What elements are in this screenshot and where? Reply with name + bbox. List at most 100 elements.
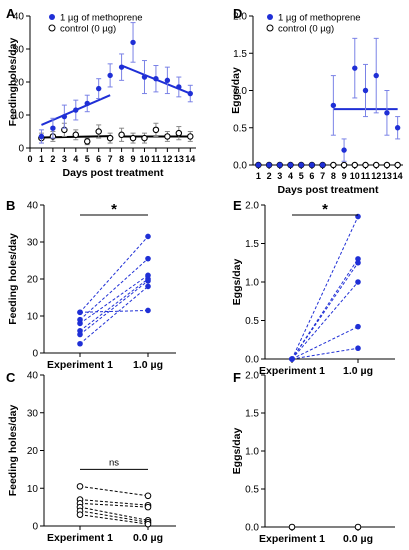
data-point-treated xyxy=(266,162,272,168)
y-tick-label: 1.0 xyxy=(245,447,259,458)
data-point xyxy=(145,255,151,262)
data-point-treated xyxy=(352,65,358,71)
pair-line xyxy=(291,326,359,360)
data-point-treated xyxy=(118,64,125,70)
x-tick-label: 1 xyxy=(256,171,261,181)
data-point-control xyxy=(330,161,337,169)
y-tick-label: 10 xyxy=(27,484,39,495)
data-point xyxy=(355,279,361,285)
pair-line xyxy=(291,347,359,360)
x-tick-label: 7 xyxy=(320,171,325,181)
y-tick-label: 1.0 xyxy=(233,86,247,97)
panel-B: B 0 10 20 30 40 Experiment 1 1.0 µg Feeding hole… xyxy=(6,198,176,371)
pair-line xyxy=(79,514,149,525)
data-point-control xyxy=(164,133,171,140)
x-axis-label: Days post treatment xyxy=(278,184,379,196)
data-point xyxy=(355,323,361,330)
x-tick-label: 8 xyxy=(119,154,124,164)
x-tick-label: 2 xyxy=(50,154,55,164)
category-label: Experiment 1 xyxy=(47,359,113,371)
y-tick-label: 40 xyxy=(27,201,39,212)
data-point-treated xyxy=(277,162,283,168)
x-tick-label: 0 xyxy=(27,154,32,164)
data-point xyxy=(144,520,152,528)
y-axis-label: Feedingholes/day xyxy=(7,37,19,126)
data-point-control xyxy=(95,128,102,135)
y-tick-label: 10 xyxy=(27,312,39,323)
x-axis-label: Days post treatment xyxy=(63,167,164,179)
data-point-control xyxy=(72,131,80,139)
x-tick-label: 9 xyxy=(342,171,347,181)
data-point xyxy=(354,523,362,531)
data-point-treated xyxy=(38,133,45,140)
data-point xyxy=(77,309,83,316)
data-point-treated xyxy=(73,107,79,113)
data-point-treated xyxy=(384,110,390,116)
x-tick-label: 14 xyxy=(185,154,195,164)
legend-marker-control xyxy=(48,24,56,32)
data-point-treated xyxy=(164,77,171,84)
data-point-control xyxy=(187,133,194,140)
y-tick-label: 20 xyxy=(27,275,39,286)
x-tick-label: 11 xyxy=(361,171,371,181)
x-tick-label: 5 xyxy=(299,171,304,181)
data-point-control xyxy=(362,161,369,169)
pair-line xyxy=(79,258,149,321)
significance-label: * xyxy=(111,201,117,218)
data-point-treated xyxy=(141,74,148,80)
x-tick-label: 11 xyxy=(151,154,161,164)
pair-line xyxy=(79,499,149,506)
legend-label-control: control (0 µg) xyxy=(60,24,116,35)
data-point xyxy=(144,492,152,500)
y-tick-label: 0.5 xyxy=(245,316,259,327)
y-axis-label: Eggs/day xyxy=(231,428,243,475)
x-tick-label: 6 xyxy=(96,154,101,164)
x-tick-label: 5 xyxy=(85,154,90,164)
x-tick-label: 10 xyxy=(350,171,360,181)
data-point-treated xyxy=(319,162,326,168)
data-point xyxy=(77,331,83,338)
data-point-control xyxy=(152,126,160,134)
panel-C: C 0 10 20 30 40 Experiment 1 0.0 µg Feeding hole… xyxy=(6,370,176,544)
y-tick-label: 10 xyxy=(13,111,25,122)
pair-line xyxy=(291,216,359,360)
x-tick-label: 12 xyxy=(162,154,172,164)
x-tick-label: 4 xyxy=(73,154,78,164)
y-tick-label: 0 xyxy=(32,522,38,533)
data-point-treated xyxy=(187,90,193,97)
data-point-treated xyxy=(298,162,304,168)
y-tick-label: 0 xyxy=(18,144,24,155)
data-point-treated xyxy=(107,72,113,79)
data-point-treated xyxy=(394,125,401,131)
category-label: 0.0 µg xyxy=(133,532,163,544)
data-point xyxy=(77,320,83,327)
x-tick-label: 10 xyxy=(139,154,149,164)
data-point-treated xyxy=(153,76,159,82)
pair-line xyxy=(79,506,149,521)
data-point-control xyxy=(340,161,348,169)
y-tick-label: 0.5 xyxy=(245,485,259,496)
x-tick-label: 9 xyxy=(131,154,136,164)
data-point-treated xyxy=(341,147,347,153)
y-tick-label: 1.0 xyxy=(245,278,259,289)
pair-line xyxy=(79,274,149,324)
y-tick-label: 20 xyxy=(13,78,25,89)
data-point-treated xyxy=(309,162,315,168)
x-tick-label: 12 xyxy=(371,171,381,181)
y-tick-label: 40 xyxy=(27,371,39,382)
legend-label-treated: 1 µg of methoprene xyxy=(278,13,361,24)
y-tick-label: 1.5 xyxy=(233,49,247,60)
pair-line xyxy=(79,286,149,345)
pair-line xyxy=(79,510,149,523)
data-point-treated xyxy=(287,162,294,168)
pair-line xyxy=(291,262,359,360)
y-tick-label: 20 xyxy=(27,446,39,457)
y-tick-label: 30 xyxy=(27,238,39,249)
x-tick-label: 4 xyxy=(288,171,293,181)
pair-line xyxy=(291,281,359,360)
panel-label: B xyxy=(6,198,15,213)
x-tick-label: 1 xyxy=(39,154,44,164)
x-tick-label: 3 xyxy=(62,154,67,164)
